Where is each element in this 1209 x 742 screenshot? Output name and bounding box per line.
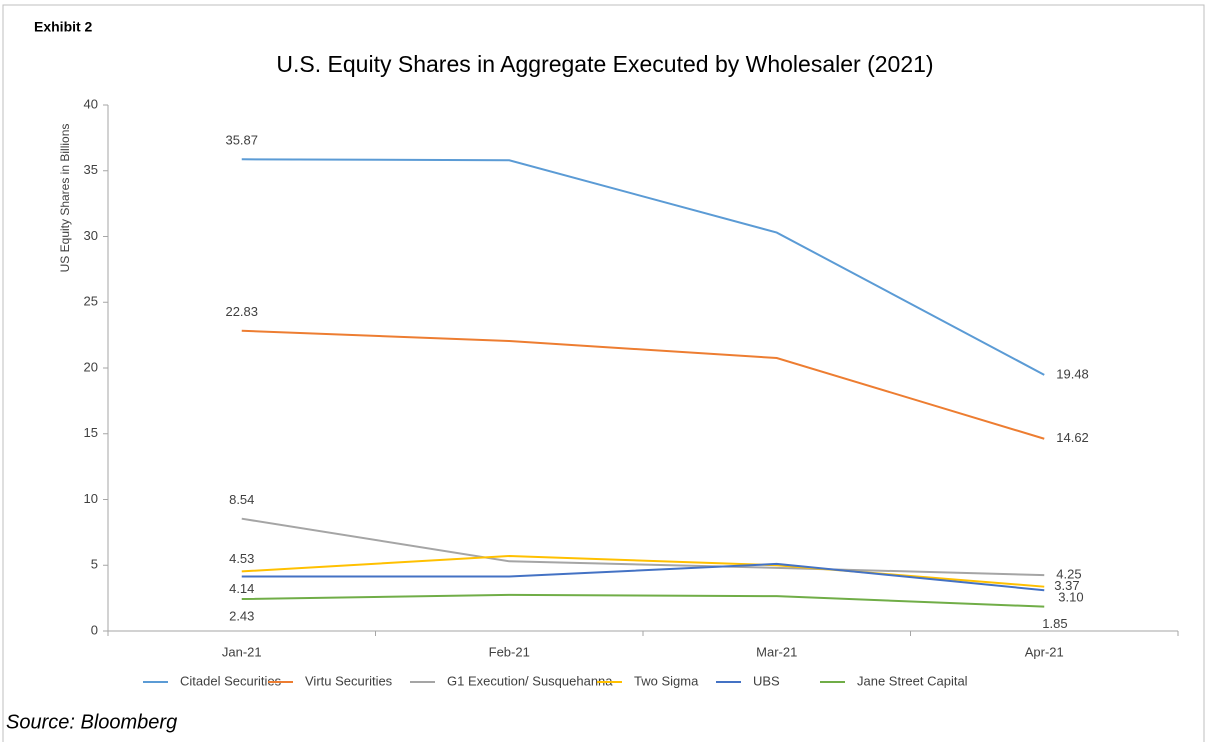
data-label: 22.83 — [225, 304, 258, 319]
legend-label: G1 Execution/ Susquehanna — [447, 673, 613, 688]
exhibit-label: Exhibit 2 — [34, 19, 93, 35]
series-line — [241, 593, 1045, 608]
data-label: 35.87 — [225, 133, 258, 148]
y-axis-label: US Equity Shares in Billions — [58, 124, 72, 273]
y-tick-label: 5 — [91, 557, 98, 572]
legend-label: Jane Street Capital — [857, 673, 968, 688]
data-label: 19.48 — [1056, 366, 1089, 381]
x-tick-label: Feb-21 — [489, 644, 530, 659]
legend-label: Citadel Securities — [180, 673, 282, 688]
y-tick-label: 30 — [84, 228, 98, 243]
series-line — [241, 555, 1045, 588]
legend-label: Virtu Securities — [305, 673, 393, 688]
source: Source: Bloomberg — [6, 711, 177, 733]
legend-label: UBS — [753, 673, 780, 688]
legend-label: Two Sigma — [634, 673, 699, 688]
x-tick-label: Jan-21 — [222, 644, 262, 659]
x-tick-label: Apr-21 — [1025, 644, 1064, 659]
data-label: 4.14 — [229, 581, 254, 596]
data-label: 3.10 — [1058, 590, 1083, 605]
y-tick-label: 20 — [84, 359, 98, 374]
data-label: 2.43 — [229, 608, 254, 623]
chart-title: U.S. Equity Shares in Aggregate Executed… — [276, 51, 933, 77]
x-tick-label: Mar-21 — [756, 644, 797, 659]
data-label: 14.62 — [1056, 430, 1089, 445]
series-line — [241, 329, 1045, 440]
series-line — [241, 517, 1045, 577]
series-line — [241, 562, 1045, 592]
frame — [2, 4, 1205, 742]
y-tick-label: 35 — [84, 162, 98, 177]
y-tick-label: 25 — [84, 294, 98, 309]
y-tick-label: 15 — [84, 425, 98, 440]
data-label: 4.53 — [229, 551, 254, 566]
data-label: 3.37 — [1054, 578, 1079, 593]
data-label: 8.54 — [229, 492, 254, 507]
y-tick-label: 40 — [84, 96, 98, 111]
series-line — [241, 158, 1045, 376]
y-tick-label: 10 — [84, 491, 98, 506]
y-tick-label: 0 — [91, 622, 98, 637]
data-label: 1.85 — [1042, 616, 1067, 631]
data-label: 4.25 — [1056, 567, 1081, 582]
